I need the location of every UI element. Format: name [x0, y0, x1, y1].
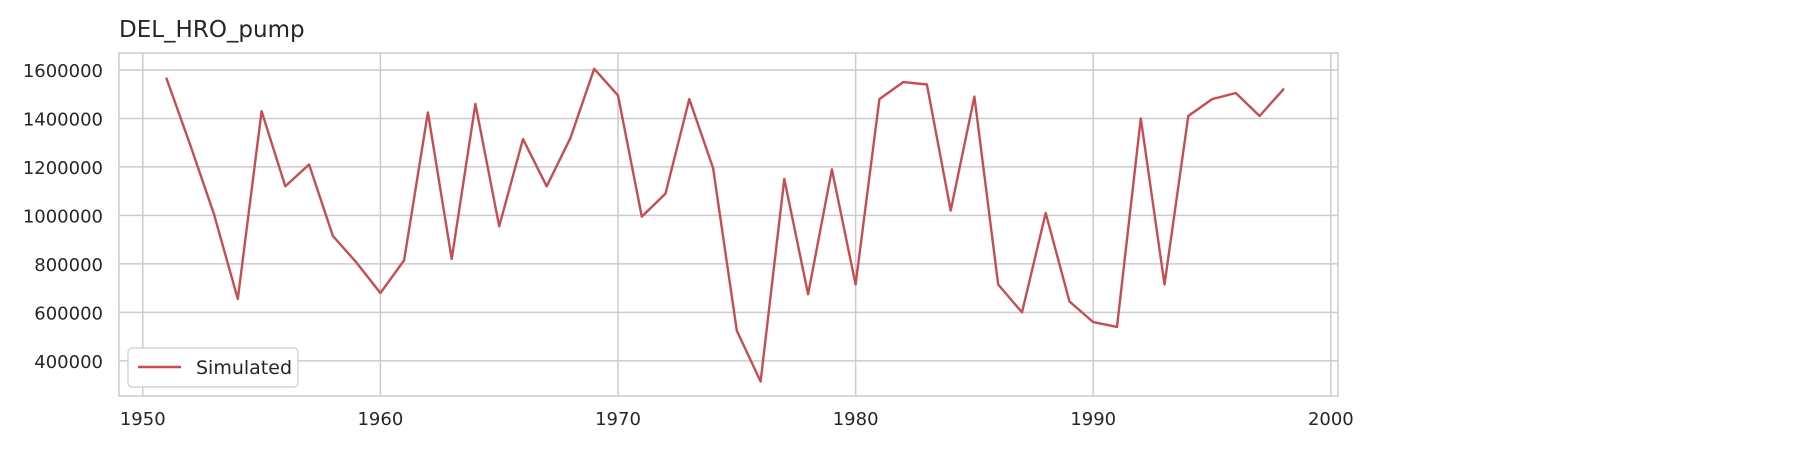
x-tick-label: 1970 [595, 409, 641, 430]
y-tick-label: 800000 [34, 255, 103, 276]
y-tick-label: 1200000 [23, 158, 103, 179]
legend-label-simulated: Simulated [196, 357, 292, 379]
x-tick-label: 1950 [120, 409, 166, 430]
x-tick-label: 1980 [833, 409, 879, 430]
x-tick-label: 1960 [357, 409, 403, 430]
x-tick-label: 2000 [1308, 409, 1354, 430]
y-tick-label: 1000000 [23, 206, 103, 227]
y-tick-label: 1600000 [23, 61, 103, 82]
y-tick-label: 1400000 [23, 109, 103, 130]
y-tick-label: 600000 [34, 303, 103, 324]
series-line-simulated [167, 69, 1284, 382]
legend: Simulated [128, 348, 298, 387]
y-tick-label: 400000 [34, 352, 103, 373]
series [166, 69, 1283, 382]
chart-title: DEL_HRO_pump [119, 17, 305, 43]
x-tick-label: 1990 [1070, 409, 1116, 430]
